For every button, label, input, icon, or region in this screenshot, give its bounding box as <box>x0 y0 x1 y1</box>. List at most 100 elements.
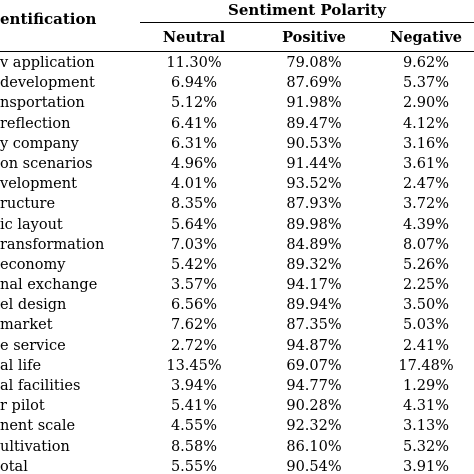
negative-value-text: 9.62% <box>402 55 450 71</box>
row-label-text: ransformation <box>0 236 105 253</box>
negative-value: 9.62% <box>376 53 474 73</box>
row-label: al facilities <box>0 376 150 396</box>
positive-value-text: 87.93% <box>286 196 342 213</box>
neutral-value-text: 3.57% <box>170 277 218 294</box>
table-row: velopment 4.01% 93.52% 2.47% <box>0 174 474 194</box>
positive-value: 79.08% <box>262 53 366 73</box>
negative-value: 2.41% <box>376 336 474 356</box>
neutral-value: 8.35% <box>144 194 244 214</box>
neutral-value: 11.30% <box>144 53 244 73</box>
row-label: y company <box>0 134 150 154</box>
positive-value-text: 90.28% <box>286 398 342 415</box>
negative-value: 3.13% <box>376 416 474 436</box>
row-label-text: al life <box>0 357 42 374</box>
positive-value: 92.32% <box>262 416 366 436</box>
row-label: development <box>0 73 150 93</box>
neutral-value: 7.03% <box>144 235 244 255</box>
neutral-value: 6.94% <box>144 73 244 93</box>
positive-value-text: 84.89% <box>286 236 342 253</box>
positive-value-text: 89.47% <box>286 115 342 132</box>
table-row: otal 5.55% 90.54% 3.91% <box>0 457 474 474</box>
row-label: nsportation <box>0 93 150 113</box>
positive-value-text: 92.32% <box>286 418 342 435</box>
row-label-text: on scenarios <box>0 155 93 172</box>
positive-value-text: 89.94% <box>286 297 342 314</box>
table-row: development 6.94% 87.69% 5.37% <box>0 73 474 93</box>
table-row: nal exchange 3.57% 94.17% 2.25% <box>0 275 474 295</box>
negative-value: 3.72% <box>376 194 474 214</box>
table-body: v application 11.30% 79.08% 9.62% developmen… <box>0 53 474 474</box>
neutral-value-text: 5.42% <box>170 256 218 273</box>
negative-value: 5.03% <box>376 315 474 335</box>
positive-value: 91.98% <box>262 93 366 113</box>
table-row: el design 6.56% 89.94% 3.50% <box>0 295 474 315</box>
positive-value: 87.69% <box>262 73 366 93</box>
table-row: ic layout 5.64% 89.98% 4.39% <box>0 215 474 235</box>
row-label: velopment <box>0 174 150 194</box>
positive-value-text: 94.77% <box>286 378 342 394</box>
negative-value: 1.29% <box>376 376 474 396</box>
row-label-text: otal <box>0 458 28 474</box>
negative-value-text: 5.26% <box>402 256 450 273</box>
positive-value-text: 79.08% <box>286 55 342 71</box>
identification-column-header: entification <box>0 10 97 28</box>
row-label-text: el design <box>0 297 67 314</box>
neutral-column-header: Neutral <box>162 29 226 46</box>
row-label-text: market <box>0 317 53 334</box>
positive-value: 89.98% <box>262 215 366 235</box>
row-label-text: v application <box>0 55 95 71</box>
table-row: economy 5.42% 89.32% 5.26% <box>0 255 474 275</box>
negative-value-text: 8.07% <box>402 236 450 253</box>
neutral-value-text: 3.94% <box>170 378 218 394</box>
sentiment-polarity-header: Sentiment Polarity <box>228 1 386 19</box>
positive-value: 87.93% <box>262 194 366 214</box>
negative-value-text: 3.50% <box>402 297 450 314</box>
row-label-text: nal exchange <box>0 277 98 294</box>
positive-value: 90.53% <box>262 134 366 154</box>
negative-value: 4.12% <box>376 114 474 134</box>
positive-value: 91.44% <box>262 154 366 174</box>
row-label-text: economy <box>0 256 66 273</box>
neutral-value: 6.31% <box>144 134 244 154</box>
table-row: ransformation 7.03% 84.89% 8.07% <box>0 235 474 255</box>
neutral-value: 5.42% <box>144 255 244 275</box>
positive-value-text: 89.32% <box>286 256 342 273</box>
negative-value: 5.37% <box>376 73 474 93</box>
neutral-value: 2.72% <box>144 336 244 356</box>
negative-value-text: 5.03% <box>402 317 450 334</box>
negative-value-text: 3.72% <box>402 196 450 213</box>
neutral-value-text: 4.55% <box>170 418 218 435</box>
positive-value-text: 87.69% <box>286 75 342 92</box>
positive-value: 94.87% <box>262 336 366 356</box>
row-label: e service <box>0 336 150 356</box>
negative-value: 2.90% <box>376 93 474 113</box>
positive-value-text: 91.44% <box>286 155 342 172</box>
negative-value-text: 5.37% <box>402 75 450 92</box>
negative-value: 17.48% <box>376 356 474 376</box>
neutral-value-text: 5.41% <box>170 398 218 415</box>
neutral-value: 4.55% <box>144 416 244 436</box>
neutral-value-text: 11.30% <box>166 55 222 71</box>
positive-value-text: 89.98% <box>286 216 342 233</box>
table-row: on scenarios 4.96% 91.44% 3.61% <box>0 154 474 174</box>
table-row: nent scale 4.55% 92.32% 3.13% <box>0 416 474 436</box>
negative-value: 2.47% <box>376 174 474 194</box>
header-rule <box>140 22 474 23</box>
positive-value-text: 86.10% <box>286 438 342 455</box>
negative-value: 3.50% <box>376 295 474 315</box>
table-row: ultivation 8.58% 86.10% 5.32% <box>0 437 474 457</box>
positive-column-header: Positive <box>282 29 346 46</box>
neutral-value-text: 6.31% <box>170 135 218 152</box>
row-label-text: development <box>0 75 95 92</box>
row-label: ic layout <box>0 215 150 235</box>
row-label-text: velopment <box>0 176 77 193</box>
negative-value-text: 2.41% <box>402 337 450 354</box>
column-header-rule <box>0 51 474 52</box>
negative-value: 5.32% <box>376 437 474 457</box>
row-label: nent scale <box>0 416 150 436</box>
neutral-value-text: 6.94% <box>170 75 218 92</box>
neutral-value: 5.64% <box>144 215 244 235</box>
negative-value-text: 3.16% <box>402 135 450 152</box>
negative-column-header: Negative <box>390 29 462 46</box>
